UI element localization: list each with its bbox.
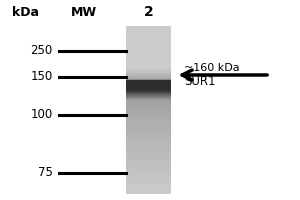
Text: SUR1: SUR1 bbox=[184, 75, 216, 88]
Text: 150: 150 bbox=[30, 71, 52, 84]
Text: MW: MW bbox=[70, 5, 97, 19]
Text: 250: 250 bbox=[30, 45, 52, 58]
Text: ~160 kDa: ~160 kDa bbox=[184, 63, 240, 73]
Text: 100: 100 bbox=[30, 108, 52, 121]
Text: kDa: kDa bbox=[12, 5, 39, 19]
Text: 2: 2 bbox=[144, 5, 153, 19]
Text: 75: 75 bbox=[38, 166, 52, 180]
